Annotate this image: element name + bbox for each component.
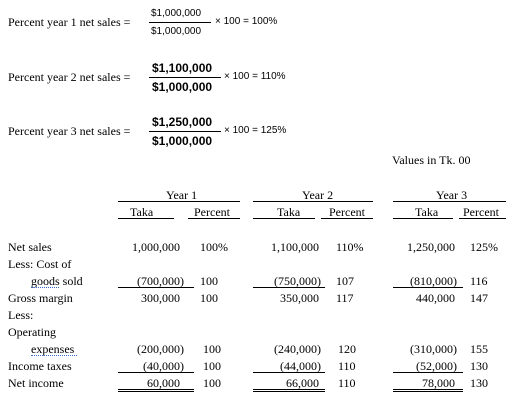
table-cell: 1,100,000: [271, 240, 319, 254]
table-cell: 147: [470, 291, 488, 305]
col-rule: [188, 218, 240, 219]
table-cell: 100: [203, 359, 221, 373]
table-cell: 100: [203, 342, 221, 356]
table-cell: 110%: [336, 240, 364, 254]
row-label-less-cost: Less: Cost of: [8, 257, 72, 271]
subtotal-rule: [393, 287, 463, 288]
table-cell: (44,000): [280, 359, 321, 373]
table-cell: 130: [470, 359, 488, 373]
col-taka-2: Taka: [277, 205, 301, 219]
spellcheck-underline: [31, 353, 77, 356]
formula-result: × 100 = 125%: [224, 125, 287, 136]
subtotal-rule: [118, 372, 194, 373]
table-cell: 125%: [470, 240, 498, 254]
spellcheck-underline: [31, 285, 59, 288]
formula-numerator: $1,100,000: [152, 61, 213, 75]
subtotal-rule: [253, 287, 325, 288]
table-cell: 110: [338, 359, 356, 373]
formula-result: × 100 = 110%: [224, 71, 286, 82]
table-cell: 100: [200, 291, 218, 305]
year-1-rule: [118, 201, 240, 202]
table-cell: 300,000: [141, 291, 180, 305]
table-cell: 100%: [200, 240, 228, 254]
formula-result: × 100 = 100%: [215, 16, 278, 27]
table-cell: 66,000: [286, 376, 319, 390]
values-unit-note: Values in Tk. 00: [392, 153, 471, 167]
year-2-rule: [253, 201, 373, 202]
col-percent-2: Percent: [329, 205, 365, 219]
table-cell: (750,000): [274, 274, 321, 288]
fraction-bar: [149, 77, 221, 78]
year-3-rule: [393, 201, 506, 202]
col-rule: [253, 218, 315, 219]
table-cell: (810,000): [410, 274, 457, 288]
table-cell: 155: [470, 342, 488, 356]
formula-denominator: $1,000,000: [151, 26, 202, 37]
table-cell: 350,000: [280, 291, 319, 305]
formula-label: Percent year 3 net sales =: [8, 124, 131, 138]
formula-denominator: $1,000,000: [152, 134, 213, 148]
table-cell: 110: [338, 376, 356, 390]
row-label-gross-margin: Gross margin: [8, 291, 73, 305]
formula-label: Percent year 2 net sales =: [8, 70, 131, 84]
year-3-header: Year 3: [436, 188, 468, 202]
row-label-operating: Operating: [8, 325, 56, 339]
table-cell: 60,000: [147, 376, 180, 390]
row-label-less: Less:: [8, 308, 34, 322]
table-cell: (310,000): [410, 342, 457, 356]
total-double-rule: [253, 389, 325, 392]
formula-numerator: $1,000,000: [151, 8, 202, 19]
subtotal-rule: [393, 372, 463, 373]
year-1-header: Year 1: [166, 188, 198, 202]
table-cell: (40,000): [143, 359, 184, 373]
subtotal-rule: [253, 372, 325, 373]
formula-numerator: $1,250,000: [152, 115, 213, 129]
table-cell: (200,000): [137, 342, 184, 356]
table-cell: (240,000): [274, 342, 321, 356]
table-cell: 130: [470, 376, 488, 390]
row-label-net-sales: Net sales: [8, 240, 52, 254]
table-cell: 1,000,000: [132, 240, 180, 254]
table-cell: 120: [338, 342, 356, 356]
fraction-bar: [149, 131, 221, 132]
col-taka-3: Taka: [415, 205, 439, 219]
table-cell: 100: [203, 376, 221, 390]
col-rule: [393, 218, 453, 219]
fraction-bar: [149, 22, 211, 23]
total-double-rule: [118, 389, 194, 392]
total-double-rule: [393, 389, 463, 392]
row-label-expenses: expenses: [31, 342, 75, 356]
formula-label: Percent year 1 net sales =: [8, 15, 131, 29]
row-label-goods-sold: goods sold: [31, 274, 83, 288]
col-taka-1: Taka: [130, 205, 154, 219]
table-cell: 1,250,000: [407, 240, 455, 254]
col-percent-1: Percent: [194, 205, 230, 219]
table-cell: (700,000): [137, 274, 184, 288]
col-rule: [321, 218, 373, 219]
col-percent-3: Percent: [463, 205, 499, 219]
table-cell: 107: [336, 274, 354, 288]
table-cell: 116: [470, 274, 488, 288]
col-rule: [118, 218, 174, 219]
subtotal-rule: [118, 287, 194, 288]
col-rule: [459, 218, 506, 219]
row-label-income-taxes: Income taxes: [8, 359, 72, 373]
formula-denominator: $1,000,000: [152, 80, 213, 94]
table-cell: 117: [336, 291, 354, 305]
table-cell: 440,000: [416, 291, 455, 305]
table-cell: (52,000): [416, 359, 457, 373]
year-2-header: Year 2: [302, 188, 334, 202]
table-cell: 78,000: [422, 376, 455, 390]
table-cell: 100: [200, 274, 218, 288]
row-label-net-income: Net income: [8, 376, 64, 390]
